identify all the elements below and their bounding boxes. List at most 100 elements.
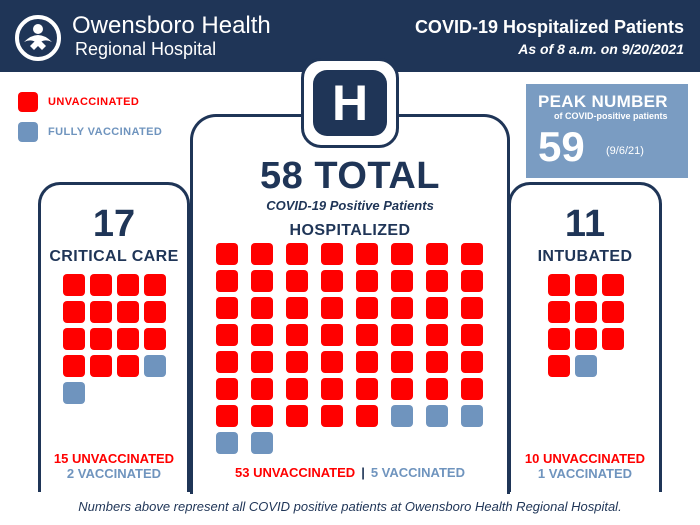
legend-label-unvaccinated: UNVACCINATED: [48, 96, 140, 108]
unvaccinated-patient-square: [548, 301, 570, 323]
unvaccinated-patient-square: [391, 378, 413, 400]
hospitalized-panel: [190, 114, 510, 494]
intubated-patient-grid: [548, 274, 624, 377]
intubated-total: 11: [564, 203, 606, 245]
unvaccinated-patient-square: [391, 351, 413, 373]
unvaccinated-patient-square: [63, 274, 85, 296]
unvaccinated-patient-square: [356, 324, 378, 346]
hospital-badge: H: [301, 58, 399, 148]
count-separator: |: [361, 465, 365, 480]
legend-label-vaccinated: FULLY VACCINATED: [48, 126, 163, 138]
unvaccinated-patient-square: [461, 243, 483, 265]
unvaccinated-patient-square: [251, 405, 273, 427]
vaccinated-patient-square: [216, 432, 238, 454]
unvaccinated-patient-square: [216, 270, 238, 292]
unvaccinated-patient-square: [216, 378, 238, 400]
unvaccinated-patient-square: [63, 355, 85, 377]
unvaccinated-patient-square: [602, 274, 624, 296]
unvaccinated-patient-square: [216, 297, 238, 319]
unvaccinated-patient-square: [321, 270, 343, 292]
org-name-line1: Owensboro Health: [72, 12, 271, 39]
hospitalized-label: HOSPITALIZED: [289, 222, 411, 239]
unvaccinated-patient-square: [251, 243, 273, 265]
org-name-line2: Regional Hospital: [75, 39, 217, 59]
unvaccinated-patient-square: [391, 270, 413, 292]
unvaccinated-patient-square: [426, 378, 448, 400]
unvaccinated-patient-square: [63, 301, 85, 323]
legend: UNVACCINATED FULLY VACCINATED: [18, 92, 162, 152]
unvaccinated-patient-square: [461, 351, 483, 373]
report-date: As of 8 a.m. on 9/20/2021: [518, 41, 684, 57]
hospitalized-total: 58 TOTAL: [260, 155, 440, 197]
unvaccinated-patient-square: [251, 378, 273, 400]
unvaccinated-patient-square: [426, 270, 448, 292]
unvaccinated-patient-square: [356, 270, 378, 292]
critical-care-patient-grid: [63, 274, 166, 404]
unvaccinated-patient-square: [90, 301, 112, 323]
unvaccinated-patient-square: [426, 243, 448, 265]
hospital-h-icon: H: [313, 70, 387, 136]
unvaccinated-patient-square: [90, 355, 112, 377]
unvaccinated-patient-square: [321, 324, 343, 346]
unvaccinated-patient-square: [575, 274, 597, 296]
unvaccinated-patient-square: [90, 328, 112, 350]
unvaccinated-patient-square: [286, 351, 308, 373]
footnote: Numbers above represent all COVID positi…: [78, 499, 622, 514]
legend-swatch-unvaccinated: [18, 92, 38, 112]
unvaccinated-patient-square: [117, 301, 139, 323]
unvaccinated-patient-square: [286, 324, 308, 346]
unvaccinated-patient-square: [286, 243, 308, 265]
peak-value: 59: [538, 123, 585, 170]
unvaccinated-patient-square: [426, 351, 448, 373]
unvaccinated-patient-square: [356, 378, 378, 400]
unvaccinated-patient-square: [216, 351, 238, 373]
peak-date: (9/6/21): [606, 145, 644, 157]
legend-item-vaccinated: FULLY VACCINATED: [18, 122, 162, 142]
hospitalized-patient-grid: [216, 243, 483, 454]
vaccinated-patient-square: [426, 405, 448, 427]
unvaccinated-patient-square: [461, 378, 483, 400]
unvaccinated-patient-square: [356, 297, 378, 319]
vaccinated-patient-square: [461, 405, 483, 427]
unvaccinated-patient-square: [461, 324, 483, 346]
unvaccinated-patient-square: [117, 355, 139, 377]
unvaccinated-patient-square: [321, 378, 343, 400]
unvaccinated-patient-square: [63, 328, 85, 350]
unvaccinated-patient-square: [391, 324, 413, 346]
vaccinated-patient-square: [144, 355, 166, 377]
vaccinated-patient-square: [251, 432, 273, 454]
peak-subtitle: of COVID-positive patients: [554, 111, 668, 121]
unvaccinated-patient-square: [251, 324, 273, 346]
critical-care-vaccinated-count: 2 VACCINATED: [66, 466, 162, 481]
unvaccinated-patient-square: [117, 328, 139, 350]
critical-care-total: 17: [92, 203, 136, 245]
unvaccinated-patient-square: [602, 301, 624, 323]
intubated-unvaccinated-count: 10 UNVACCINATED: [524, 451, 646, 466]
unvaccinated-patient-square: [286, 297, 308, 319]
unvaccinated-patient-square: [251, 297, 273, 319]
unvaccinated-patient-square: [251, 351, 273, 373]
unvaccinated-patient-square: [575, 328, 597, 350]
unvaccinated-patient-square: [426, 324, 448, 346]
unvaccinated-patient-square: [391, 243, 413, 265]
peak-number-box: PEAK NUMBER of COVID-positive patients 5…: [526, 84, 688, 178]
legend-swatch-vaccinated: [18, 122, 38, 142]
unvaccinated-patient-square: [144, 274, 166, 296]
unvaccinated-patient-square: [548, 328, 570, 350]
unvaccinated-patient-square: [321, 297, 343, 319]
header-banner: Owensboro Health Regional Hospital COVID…: [0, 0, 700, 72]
unvaccinated-patient-square: [426, 297, 448, 319]
unvaccinated-patient-square: [286, 270, 308, 292]
unvaccinated-patient-square: [286, 405, 308, 427]
unvaccinated-patient-square: [356, 351, 378, 373]
unvaccinated-patient-square: [321, 243, 343, 265]
legend-item-unvaccinated: UNVACCINATED: [18, 92, 162, 112]
unvaccinated-patient-square: [602, 328, 624, 350]
unvaccinated-patient-square: [144, 301, 166, 323]
unvaccinated-patient-square: [251, 270, 273, 292]
unvaccinated-patient-square: [461, 297, 483, 319]
unvaccinated-patient-square: [90, 274, 112, 296]
vaccinated-patient-square: [63, 382, 85, 404]
owensboro-health-logo-icon: [15, 15, 61, 61]
unvaccinated-patient-square: [548, 355, 570, 377]
